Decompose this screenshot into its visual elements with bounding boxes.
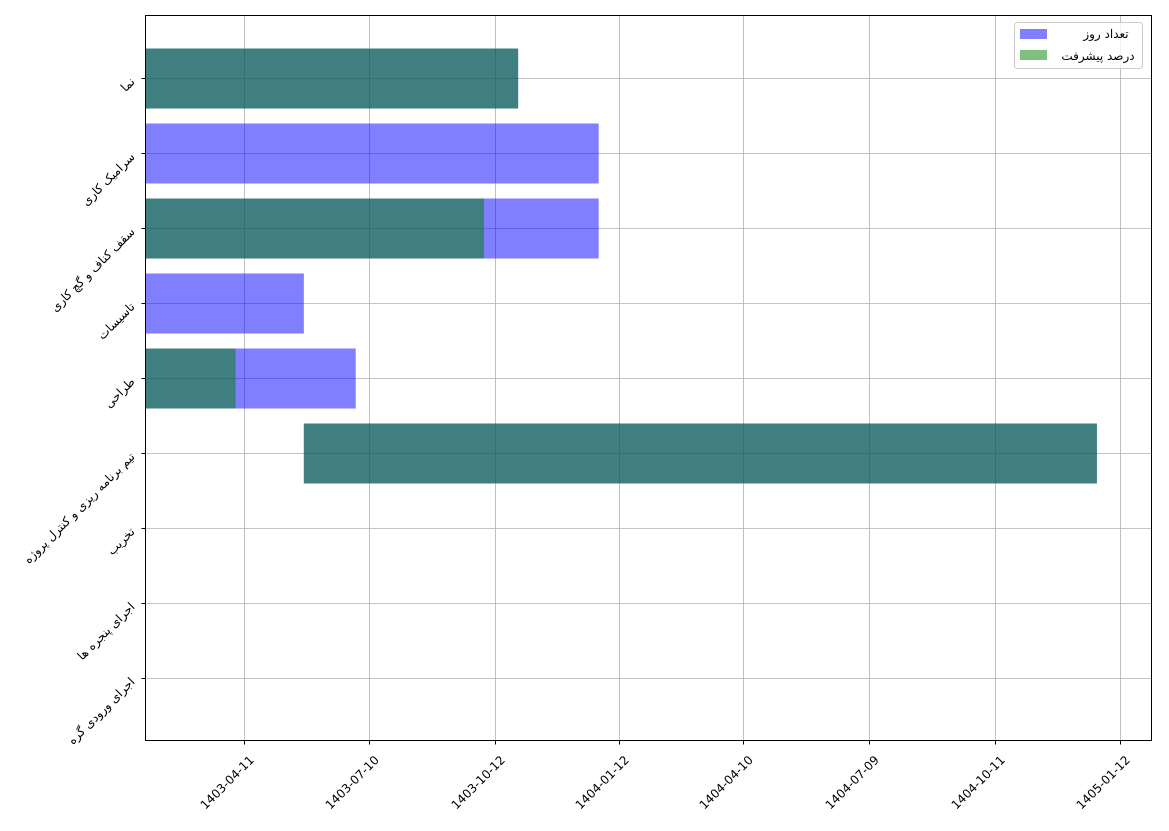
- x-axis: 1403-04-11 1403-07-10 1403-10-12 1404-01-12…: [198, 740, 1133, 812]
- legend-label-progress: درصد پیشرفت: [1061, 49, 1134, 64]
- y-tick-label: تاسیسات: [95, 300, 138, 343]
- bars: [145, 48, 1097, 484]
- legend-label-days: تعداد روز: [1082, 27, 1128, 42]
- x-tick-label: 1404-01-12: [573, 753, 632, 812]
- x-tick-label: 1405-01-12: [1074, 753, 1133, 812]
- x-tick-label: 1404-04-10: [697, 753, 756, 812]
- y-tick-label: نما: [118, 75, 138, 95]
- duration-bar: [145, 123, 599, 184]
- y-tick-label: اجرای پنجره ها: [74, 600, 138, 664]
- x-tick-label: 1403-04-11: [198, 753, 257, 812]
- legend: تعداد روز درصد پیشرفت: [1014, 22, 1143, 69]
- x-tick-label: 1403-10-12: [449, 753, 508, 812]
- y-tick-label: طراحی: [102, 375, 139, 412]
- legend-swatch-progress: [1020, 50, 1047, 60]
- x-tick-label: 1404-07-09: [823, 753, 882, 812]
- x-tick-label: 1404-10-11: [949, 753, 1008, 812]
- duration-bar: [145, 273, 304, 334]
- progress-bar: [303, 423, 1097, 484]
- x-tick-label: 1403-07-10: [323, 753, 382, 812]
- legend-swatch-days: [1020, 29, 1047, 39]
- progress-bar: [145, 348, 236, 409]
- y-tick-label: اجرای ورودی گره: [65, 675, 138, 748]
- progress-bar: [145, 198, 485, 259]
- y-tick-label: تخریب: [104, 525, 138, 559]
- y-tick-label: سرامیک کاری: [79, 150, 139, 210]
- progress-bar: [145, 48, 519, 109]
